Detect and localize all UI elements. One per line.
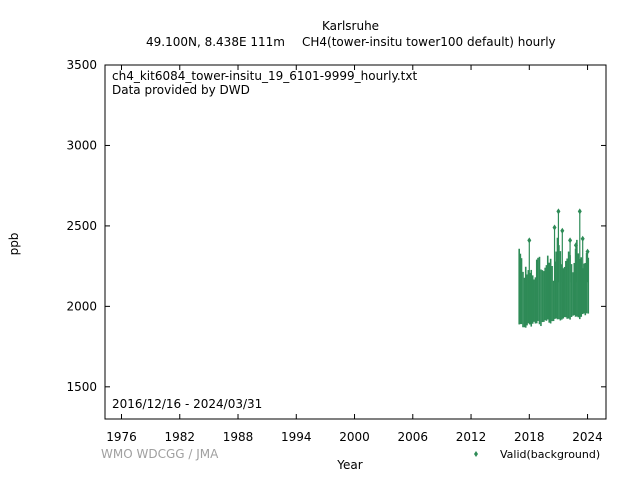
x-tick-label: 2006 <box>398 430 429 444</box>
y-tick-label: 3000 <box>66 138 97 152</box>
data-point <box>527 237 532 244</box>
x-axis-label: Year <box>336 458 362 472</box>
plot-frame <box>104 64 607 420</box>
legend-label: Valid(background) <box>500 448 600 461</box>
x-tick-label: 1994 <box>281 430 312 444</box>
x-axis: 1976 1982 1988 1994 2000 2006 2012 2018 2024 <box>106 65 603 444</box>
data-point <box>552 224 557 231</box>
x-tick-label: 1976 <box>106 430 137 444</box>
legend: Valid(background) <box>474 448 600 461</box>
data-point <box>560 227 565 234</box>
date-range: 2016/12/16 - 2024/03/31 <box>112 397 263 411</box>
data-point <box>580 235 585 242</box>
legend-marker <box>474 451 478 457</box>
data-point <box>585 248 590 255</box>
data-point <box>568 237 573 244</box>
y-axis-label: ppb <box>7 233 21 256</box>
y-tick-label: 2000 <box>66 299 97 313</box>
y-tick-label: 3500 <box>66 58 97 72</box>
station-location: 49.100N, 8.438E 111m <box>146 35 285 49</box>
y-axis: 1500 2000 2500 3000 3500 <box>66 58 606 394</box>
x-tick-label: 2024 <box>572 430 603 444</box>
data-layer <box>518 208 590 328</box>
chart-title: Karlsruhe <box>322 19 380 33</box>
x-tick-label: 1982 <box>164 430 195 444</box>
x-tick-label: 1988 <box>223 430 254 444</box>
data-point <box>556 208 561 215</box>
data-point <box>573 242 578 249</box>
data-file-name: ch4_kit6084_tower-insitu_19_6101-9999_ho… <box>112 69 418 83</box>
x-tick-label: 2012 <box>456 430 487 444</box>
series-description: CH4(tower-insitu tower100 default) hourl… <box>302 35 556 49</box>
data-provider: Data provided by DWD <box>112 83 250 97</box>
credit-text: WMO WDCGG / JMA <box>101 447 219 461</box>
x-tick-label: 2000 <box>339 430 370 444</box>
y-tick-label: 1500 <box>66 380 97 394</box>
x-tick-label: 2018 <box>514 430 545 444</box>
y-tick-label: 2500 <box>66 219 97 233</box>
data-point <box>577 208 582 215</box>
